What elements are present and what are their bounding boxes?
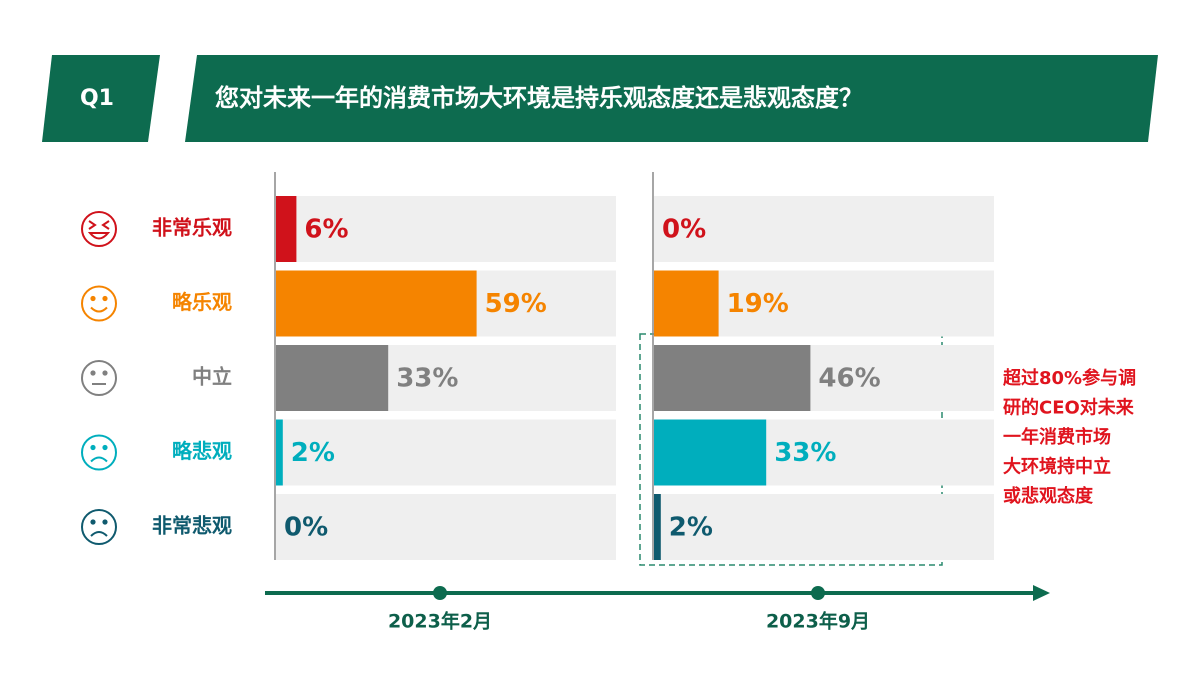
category-label: 非常悲观	[152, 514, 232, 538]
period-label: 2023年2月	[388, 610, 492, 633]
value-label: 0%	[662, 215, 706, 245]
value-label: 59%	[485, 289, 547, 319]
question-title: 您对未来一年的消费市场大环境是持乐观态度还是悲观态度？	[215, 84, 863, 112]
value-label: 46%	[818, 364, 880, 394]
category-label: 非常乐观	[152, 216, 232, 240]
category-label: 略悲观	[172, 439, 232, 463]
bar	[654, 345, 811, 411]
icon-face	[81, 360, 117, 396]
icon-mouth	[90, 531, 108, 537]
icon-mouth	[87, 232, 111, 240]
icon-face	[81, 211, 117, 247]
category-icon	[81, 285, 117, 322]
category-icon	[81, 360, 117, 396]
bar	[654, 270, 719, 337]
category-label: 中立	[192, 365, 232, 389]
value-label: 2%	[669, 513, 713, 543]
question-label: Q1	[80, 86, 114, 111]
annotation: 一年消费市场	[1003, 426, 1111, 448]
category-label: 略乐观	[172, 290, 232, 314]
icon-eye	[88, 220, 97, 230]
bar	[276, 270, 477, 337]
icon-eye	[90, 295, 96, 302]
annotation: 超过80%参与调	[1003, 367, 1136, 389]
icon-mouth	[90, 306, 108, 313]
track	[654, 494, 994, 560]
value-label: 6%	[304, 215, 348, 245]
value-label: 33%	[396, 364, 458, 394]
icon-eye	[102, 370, 108, 376]
bar	[276, 196, 297, 262]
category-icon	[81, 434, 117, 471]
bar	[276, 419, 283, 486]
track	[276, 494, 616, 560]
period-label: 2023年9月	[766, 610, 870, 633]
track	[276, 419, 616, 486]
header-divider	[148, 55, 197, 142]
bar	[276, 345, 389, 411]
icon-eye	[90, 370, 96, 376]
category-icon	[81, 509, 117, 545]
category-icon	[81, 211, 117, 247]
icon-eye	[102, 444, 108, 451]
annotation: 研的CEO对未来	[1003, 397, 1135, 419]
icon-eye	[102, 295, 108, 302]
track	[276, 196, 616, 262]
icon-eye	[102, 519, 108, 525]
icon-face	[81, 434, 117, 471]
timeline-arrow	[1033, 585, 1050, 601]
value-label: 19%	[727, 289, 789, 319]
timeline-dot	[811, 586, 825, 600]
value-label: 2%	[291, 438, 335, 468]
icon-face	[81, 285, 117, 322]
icon-face	[81, 509, 117, 545]
bar	[654, 419, 767, 486]
value-label: 33%	[774, 438, 836, 468]
icon-mouth	[90, 456, 108, 463]
annotation: 大环境持中立	[1003, 456, 1111, 478]
timeline-dot	[433, 586, 447, 600]
value-label: 0%	[284, 513, 328, 543]
icon-eye	[101, 220, 110, 230]
bar	[654, 494, 661, 560]
header-band	[42, 55, 1158, 142]
annotation: 或悲观态度	[1003, 485, 1094, 507]
icon-eye	[90, 444, 96, 451]
icon-eye	[90, 519, 96, 525]
track	[654, 196, 994, 262]
